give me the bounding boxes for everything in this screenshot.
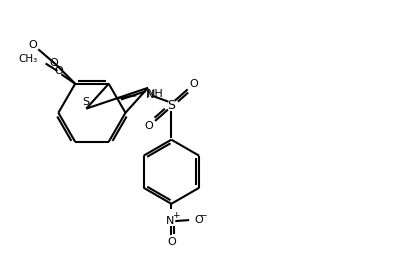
Text: O: O <box>54 66 63 76</box>
Text: N: N <box>146 90 154 100</box>
Text: −: − <box>199 210 206 219</box>
Text: S: S <box>83 97 90 107</box>
Text: O: O <box>194 215 203 225</box>
Text: O: O <box>50 58 58 68</box>
Text: N: N <box>166 216 175 226</box>
Text: S: S <box>168 99 175 112</box>
Text: CH₃: CH₃ <box>18 54 37 64</box>
Text: O: O <box>28 40 37 50</box>
Text: O: O <box>189 80 198 89</box>
Text: O: O <box>145 121 154 131</box>
Text: O: O <box>167 237 176 247</box>
Text: +: + <box>173 211 180 220</box>
Text: NH: NH <box>147 89 164 99</box>
